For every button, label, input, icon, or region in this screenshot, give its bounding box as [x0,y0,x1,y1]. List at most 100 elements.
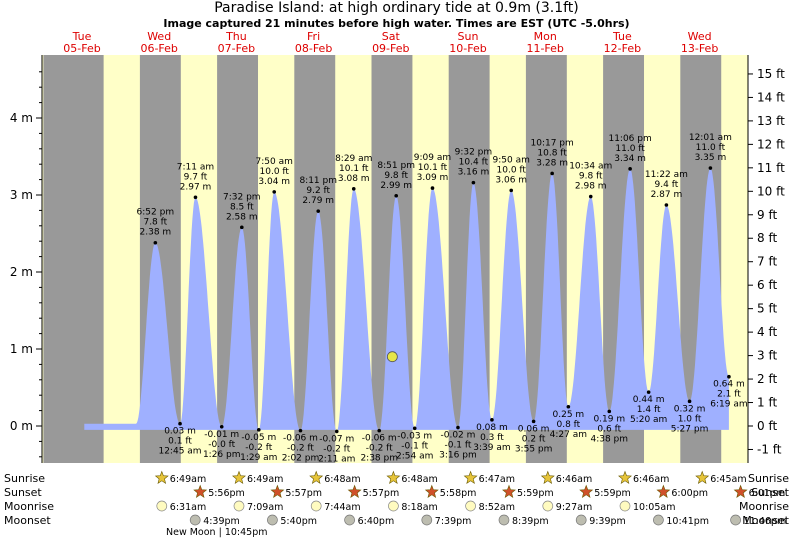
moonset-time: 6:40pm [358,516,395,527]
left-tick-label: 1 m [10,342,33,356]
high-tide-label: 9.7 ft [184,172,208,182]
sunrise-time: 6:49am [247,474,283,485]
low-tide-label: 0.25 m [553,410,585,420]
high-tide-label: 11:22 am [645,170,688,180]
tide-extreme-dot [298,428,303,433]
low-tide-label: 4:27 am [550,430,587,440]
high-tide-label: 8.5 ft [230,202,254,212]
tide-extreme-dot [646,390,651,394]
day-label-dow: Tue [72,30,92,43]
high-tide-label: 12:01 am [689,133,732,143]
low-tide-label: -0.02 m [441,431,476,441]
high-tide-label: 9.2 ft [306,186,330,196]
tide-extreme-dot [394,193,399,198]
tide-extreme-dot [193,195,198,200]
tide-extreme-dot [240,225,244,230]
low-tide-label: 3:16 pm [439,451,477,461]
tide-extreme-dot [550,171,554,176]
moonset-icon [498,514,510,526]
low-tide-label: -0.1 ft [401,441,428,451]
high-tide-label: 3.35 m [695,153,727,163]
day-label-dow: Sat [382,30,401,43]
high-tide-label: 6:52 pm [137,208,175,218]
right-tick-label: 13 ft [757,114,785,128]
high-tide-label: 10:34 am [569,162,612,172]
tide-curve [84,168,729,432]
high-tide-label: 2.98 m [575,182,607,192]
sunset-time: 6:00pm [671,488,708,499]
low-tide-label: -0.2 ft [287,444,314,454]
moonset-time: 10:41pm [666,516,709,527]
low-tide-label: 12:45 am [158,447,201,457]
moonrise-icon [465,500,476,512]
moonset-time: 11:46pm [744,516,787,527]
low-tide-label: -0.06 m [362,434,397,444]
moonrise-time: 6:31am [170,502,206,513]
high-tide-label: 3.08 m [338,174,370,184]
low-tide-label: -0.03 m [397,431,432,441]
high-tide-label: 7:50 am [256,157,293,167]
right-tick-label: 0 ft [757,419,777,433]
high-tide-label: 10:17 pm [531,138,574,148]
moonset-time: 9:39pm [589,516,626,527]
tide-extreme-dot [588,194,593,199]
moonset-time: 8:39pm [512,516,549,527]
right-tick-label: 15 ft [757,67,785,81]
moonrise-time: 8:18am [401,502,437,513]
tide-extreme-dot [708,166,713,170]
low-tide-label: 0.03 m [164,427,196,437]
sunrise-time: 6:49am [170,474,206,485]
low-tide-label: 0.08 m [476,423,508,433]
moonset-time: 5:40pm [280,516,317,527]
day-label-dow: Tue [612,30,632,43]
sunrise-time: 6:46am [633,474,669,485]
day-label-date: 08-Feb [295,42,332,55]
right-tick-label: 14 ft [757,90,785,104]
moonrise-time: 7:44am [324,502,360,513]
sunrise-icon [386,470,401,484]
low-tide-label: -0.1 ft [444,441,471,451]
moonset-icon [730,514,741,526]
low-tide-label: -0.07 m [319,434,354,444]
tide-extreme-dot [490,418,494,422]
low-tide-label: 6:19 am [710,400,747,410]
day-label-date: 13-Feb [681,42,718,55]
sunrise-icon [309,470,324,484]
low-tide-label: 0.3 ft [480,433,504,443]
tide-extreme-dot [412,426,417,431]
sunrise-time: 6:48am [401,474,437,485]
chart-subtitle: Image captured 21 minutes before high wa… [163,17,630,30]
sunset-time: 5:59pm [517,488,554,499]
sunset-icon [193,484,208,498]
tide-extreme-dot [272,190,277,194]
high-tide-label: 8:11 pm [299,176,337,186]
day-label-date: 10-Feb [449,42,486,55]
moonset-time: 7:39pm [435,516,472,527]
high-tide-label: 10.0 ft [260,167,290,177]
left-tick-label: 4 m [10,111,33,125]
low-tide-label: 3:55 pm [515,444,553,454]
right-tick-label: 5 ft [757,302,777,316]
high-tide-label: 9.8 ft [579,172,603,182]
tide-extreme-dot [430,186,435,190]
low-tide-label: 0.32 m [674,404,706,414]
sunrise-icon [695,470,710,484]
tide-extreme-dot [153,240,158,245]
high-tide-label: 10.1 ft [418,163,448,173]
astro-row-label-right: Moonrise [739,500,789,513]
tide-extreme-dot [607,409,612,414]
high-tide-label: 7:32 pm [223,192,261,202]
high-tide-label: 2.87 m [651,190,683,200]
low-tide-label: 3:39 am [473,443,510,453]
low-tide-label: 0.19 m [593,414,625,424]
moonrise-icon [388,500,399,512]
sunset-icon [733,484,748,498]
low-tide-label: -0.06 m [283,434,318,444]
tide-extreme-dot [471,180,476,185]
tide-extreme-dot [316,209,321,213]
low-tide-label: -0.2 ft [323,444,350,454]
tide-area [84,168,729,432]
moonset-icon [653,514,664,526]
low-tide-label: 2:02 pm [282,454,320,464]
